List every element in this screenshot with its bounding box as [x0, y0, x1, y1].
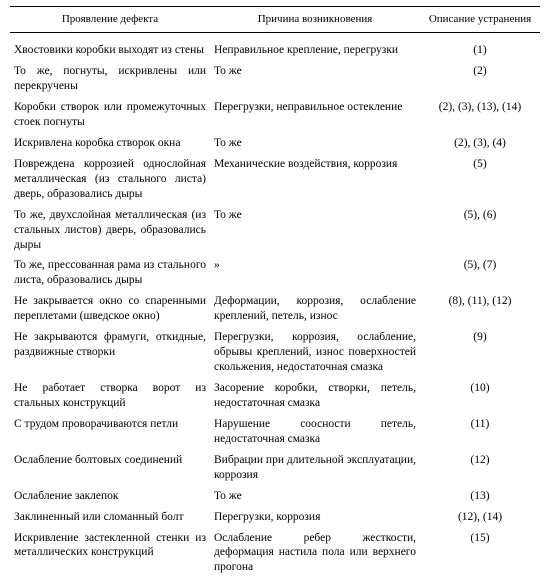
cell-defect: С трудом проворачиваются петли — [10, 414, 210, 450]
cell-fix: (13) — [420, 486, 540, 507]
cell-cause: Механические воздействия, коррозия — [210, 154, 420, 205]
table-row: Ослабление болтовых соединений Вибрации … — [10, 450, 540, 486]
cell-defect: Не закрываются фрамуги, откидные, раздви… — [10, 327, 210, 378]
table-row: Не закрываются фрамуги, откидные, раздви… — [10, 327, 540, 378]
cell-cause: Деформации, коррозия, ослабление креплен… — [210, 291, 420, 327]
table-row: Не работает створка ворот из стальных ко… — [10, 378, 540, 414]
cell-cause: То же — [210, 61, 420, 97]
table-row: То же, двухслойная металлическая (из ста… — [10, 205, 540, 256]
cell-fix: (5), (6) — [420, 205, 540, 256]
table-header-row: Проявление дефекта Причина возникновения… — [10, 7, 540, 33]
table-row: Хвостовики коробки выходят из стены Непр… — [10, 33, 540, 61]
cell-cause: Неправильное крепление, перегрузки — [210, 33, 420, 61]
cell-defect: Ослабление болтовых соединений — [10, 450, 210, 486]
cell-defect: Искривление застекленной стенки из метал… — [10, 528, 210, 579]
cell-defect: То же, погнуты, искривлены или перекруче… — [10, 61, 210, 97]
cell-fix: (2), (3), (4) — [420, 133, 540, 154]
cell-defect: Хвостовики коробки выходят из стены — [10, 33, 210, 61]
cell-cause: Перегрузки, неправильное остекление — [210, 97, 420, 133]
table-body: Хвостовики коробки выходят из стены Непр… — [10, 33, 540, 579]
table-row: То же, погнуты, искривлены или перекруче… — [10, 61, 540, 97]
cell-defect: Не закрывается окно со спаренными перепл… — [10, 291, 210, 327]
cell-defect: Не работает створка ворот из стальных ко… — [10, 378, 210, 414]
cell-cause: Перегрузки, коррозия, ослабление, обрывы… — [210, 327, 420, 378]
table-row: Ослабление заклепок То же (13) — [10, 486, 540, 507]
cell-fix: (2), (3), (13), (14) — [420, 97, 540, 133]
cell-fix: (12), (14) — [420, 507, 540, 528]
table-row: Заклиненный или сломанный болт Перегрузк… — [10, 507, 540, 528]
defects-table: Проявление дефекта Причина возникновения… — [10, 6, 540, 578]
cell-defect: Заклиненный или сломанный болт — [10, 507, 210, 528]
cell-fix: (11) — [420, 414, 540, 450]
table-row: Искривление застекленной стенки из метал… — [10, 528, 540, 579]
table-row: Искривлена коробка створок окна То же (2… — [10, 133, 540, 154]
header-fix: Описание устранения — [420, 7, 540, 33]
cell-fix: (5), (7) — [420, 255, 540, 291]
cell-fix: (10) — [420, 378, 540, 414]
cell-defect: Коробки створок или промежуточных стоек … — [10, 97, 210, 133]
cell-fix: (15) — [420, 528, 540, 579]
cell-cause: Засорение коробки, створки, петель, недо… — [210, 378, 420, 414]
header-cause: Причина возникновения — [210, 7, 420, 33]
cell-defect: Повреждена коррозией однослойная металли… — [10, 154, 210, 205]
cell-cause: » — [210, 255, 420, 291]
cell-cause: То же — [210, 205, 420, 256]
cell-defect: Ослабление заклепок — [10, 486, 210, 507]
cell-cause: То же — [210, 486, 420, 507]
table-row: То же, прессованная рама из стального ли… — [10, 255, 540, 291]
cell-defect: То же, двухслойная металлическая (из ста… — [10, 205, 210, 256]
table-row: Повреждена коррозией однослойная металли… — [10, 154, 540, 205]
cell-fix: (12) — [420, 450, 540, 486]
cell-fix: (1) — [420, 33, 540, 61]
table-row: С трудом проворачиваются петли Нарушение… — [10, 414, 540, 450]
cell-fix: (8), (11), (12) — [420, 291, 540, 327]
cell-cause: Нарушение соосности петель, недостаточна… — [210, 414, 420, 450]
cell-defect: То же, прессованная рама из стального ли… — [10, 255, 210, 291]
cell-defect: Искривлена коробка створок окна — [10, 133, 210, 154]
cell-fix: (5) — [420, 154, 540, 205]
cell-cause: То же — [210, 133, 420, 154]
cell-fix: (9) — [420, 327, 540, 378]
cell-fix: (2) — [420, 61, 540, 97]
cell-cause: Ослабление ребер жесткости, деформация н… — [210, 528, 420, 579]
cell-cause: Вибрации при длительной эксплуатации, ко… — [210, 450, 420, 486]
page: Проявление дефекта Причина возникновения… — [0, 0, 550, 588]
cell-cause: Перегрузки, коррозия — [210, 507, 420, 528]
table-row: Не закрывается окно со спаренными перепл… — [10, 291, 540, 327]
header-defect: Проявление дефекта — [10, 7, 210, 33]
table-row: Коробки створок или промежуточных стоек … — [10, 97, 540, 133]
